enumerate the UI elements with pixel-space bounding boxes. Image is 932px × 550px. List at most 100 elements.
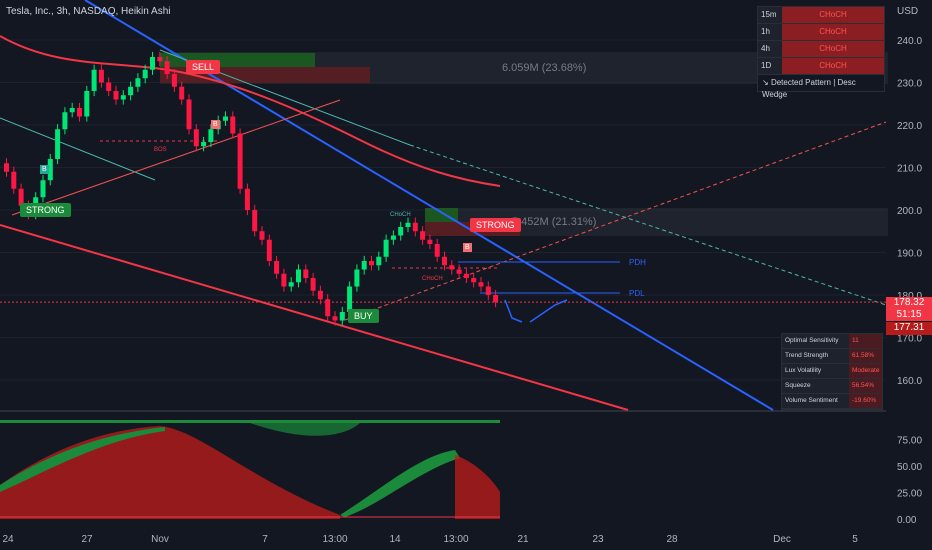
tf-row-1d: 1D CHoCH [758,58,884,75]
candle-body [113,91,119,100]
candle [69,102,75,118]
pattern-text: Detected Pattern | Desc Wedge [762,78,856,99]
candle [296,264,301,288]
candle-body [11,171,17,189]
tf-signal: CHoCH [782,24,884,40]
teal-line-left [0,117,156,181]
candle [310,272,316,296]
metric-row: Volume Sentiment -19.60% [782,394,882,409]
metric-value: Moderate [849,364,882,378]
candle [186,94,192,135]
volume-zone-top-green [160,53,315,67]
tf-label: 1D [758,58,782,74]
candle [405,217,411,233]
choch-label-2: CHoCH [422,276,443,282]
projection-arrow-down [504,299,523,323]
candle [478,277,484,292]
metric-value: -19.60% [849,394,882,408]
candle-body [171,74,177,87]
candle [471,272,477,288]
candle [354,264,360,292]
candle [11,166,17,194]
candle [120,90,126,105]
candle-body [259,231,265,240]
detected-pattern: ↘ Detected Pattern | Desc Wedge [758,75,884,99]
candle-body [4,163,9,172]
candle [332,311,338,326]
osc-y-tick-label: 0.00 [897,515,917,526]
candle-body [186,99,192,130]
metric-name: Squeeze [785,382,811,389]
tf-row-15m: 15m CHoCH [758,7,884,24]
candle-body [106,82,112,91]
candle [77,102,82,122]
candle-body [449,265,455,270]
x-tick-label: 28 [666,534,678,545]
candle-body [369,261,374,266]
candle [369,255,374,271]
candle-body [354,269,360,287]
metrics-panel: Optimal Sensitivity 11 Trend Strength 61.5… [781,333,883,410]
candle [193,124,199,152]
candle-body [91,69,97,91]
candle-body [98,69,104,83]
candle [266,234,272,267]
b-marker-sell-1: B [211,120,220,129]
tf-row-4h: 4h CHoCH [758,41,884,58]
tf-signal: CHoCH [782,7,884,23]
candle-body [288,282,294,287]
metric-row: Trend Strength 61.58% [782,349,882,364]
metric-name: Trend Strength [785,352,829,359]
choch-label-1: CHoCH [390,212,411,218]
red-line-left [11,99,341,216]
candle-body [135,78,141,87]
chart-title: Tesla, Inc., 3h, NASDAQ, Heikin Ashi [6,6,171,17]
candle-body [208,129,214,142]
osc-y-tick-label: 75.00 [897,436,922,447]
x-tick-label: 23 [592,534,604,545]
metric-row: Lux Volatility Moderate [782,364,882,379]
candle [40,175,46,203]
candle [303,264,309,284]
candle-body [310,278,316,291]
lower-channel-line [0,224,629,411]
candle-body [164,61,170,74]
candle [113,85,119,105]
candle [157,51,163,67]
volume-zone-mid-label: 5.452M (21.31%) [512,216,597,228]
y-tick-label: 180.0 [897,291,922,302]
candle-body [40,180,46,198]
candle-body [390,235,396,240]
candle-body [398,227,404,236]
b-marker-sell-2: B [463,243,472,252]
candle-body [478,282,484,287]
candle [135,73,141,92]
candle-body [325,299,331,317]
pdl-label: PDL [629,289,645,298]
osc-green-area-2 [340,450,460,517]
strong-buy-signal: STRONG [20,203,71,217]
candle [150,51,155,75]
candle-body [18,188,24,206]
candle [252,204,258,237]
x-tick-label: 13:00 [322,534,347,545]
last-price-label: 178.32 [886,297,932,309]
tf-label: 4h [758,41,782,57]
candle-body [463,273,469,278]
candle-body [201,142,207,147]
tf-signal: CHoCH [782,58,884,74]
candle [383,234,389,262]
osc-y-tick-label: 25.00 [897,489,922,500]
candle-body [266,239,272,261]
candle [237,128,243,194]
candle [325,294,331,322]
tf-signal: CHoCH [782,41,884,57]
candle [339,306,345,326]
candle-body [303,269,309,278]
tf-row-1h: 1h CHoCH [758,24,884,41]
candle [208,124,214,148]
candle-body [339,312,345,321]
metric-name: Volume Sentiment [785,397,838,404]
candle-body [230,116,236,134]
candle [412,217,418,237]
